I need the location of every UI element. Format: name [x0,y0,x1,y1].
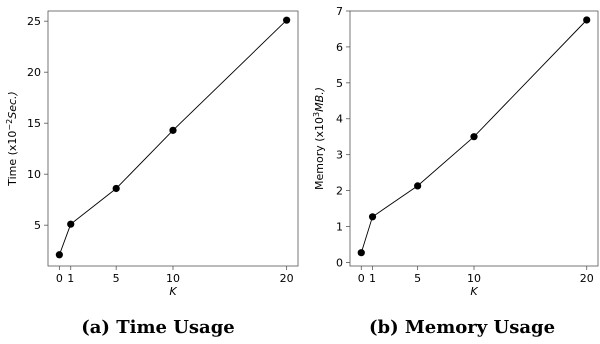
time-usage-caption: (a) Time Usage [81,317,235,338]
memory-data-point [368,213,377,221]
time-y-axis-label: Time (x10−2Sec.) [5,91,19,187]
memory-data-point [470,133,478,141]
memory-y-tick-label: 3 [336,149,343,162]
memory-x-tick-label: 10 [467,272,481,285]
memory-data-point [414,182,422,190]
memory-x-tick-label: 0 [358,272,365,285]
memory-data-point [357,249,365,257]
memory-y-axis-label-text: Memory [313,142,326,190]
time-y-axis-unit-exponent: −2 [5,119,14,131]
memory-x-tick-label: 20 [580,272,594,285]
time-plot-frame [47,10,299,267]
time-x-tick-label: 10 [166,272,180,285]
memory-x-tick-label: 5 [414,272,421,285]
time-y-axis-label-text: Time [6,155,19,186]
memory-y-tick-label: 2 [336,185,343,198]
time-data-point [55,251,63,259]
time-x-tick-label: 0 [56,272,63,285]
memory-y-axis-unit-prefix: (x10 [313,117,326,142]
time-data-point [169,126,177,134]
time-x-tick-label: 1 [67,272,74,285]
memory-y-tick-label: 7 [336,5,343,18]
memory-y-tick-label: 0 [336,256,343,269]
time-y-axis-unit-prefix: (x10 [6,131,19,156]
memory-y-axis-label: Memory (x103MB.) [312,87,326,190]
memory-y-tick-label: 4 [336,113,343,126]
memory-y-tick-label: 6 [336,41,343,54]
time-data-point [283,16,291,24]
memory-y-tick-label: 1 [336,220,343,233]
time-y-tick-label: 25 [27,15,41,28]
memory-y-ticks: 0 1 2 3 4 5 6 7 [336,5,350,269]
time-x-tick-label: 5 [113,272,120,285]
time-y-ticks: 5 10 15 20 25 [27,15,48,232]
memory-usage-caption: (b) Memory Usage [369,317,555,338]
time-y-tick-label: 20 [27,66,41,79]
memory-x-axis-label: K [470,285,478,298]
time-data-point [112,184,120,193]
time-y-tick-label: 10 [27,168,41,181]
time-data-point [67,220,75,228]
memory-y-tick-label: 5 [336,77,343,90]
time-y-tick-label: 5 [34,219,41,232]
memory-y-axis-unit-suffix: MB.) [313,87,326,112]
memory-x-ticks: 0 1 5 10 20 [358,266,594,285]
memory-series-points [357,16,591,257]
time-y-axis-unit-suffix: Sec.) [6,91,19,119]
time-x-axis-label: K [169,285,177,298]
time-y-tick-label: 15 [27,117,41,130]
time-x-ticks: 0 1 5 10 20 [56,266,294,285]
time-x-tick-label: 20 [280,272,294,285]
memory-data-point [583,16,591,24]
memory-x-tick-label: 1 [369,272,376,285]
memory-y-axis-unit-exponent: 3 [312,112,321,117]
time-series-points [55,16,291,259]
time-series-line [58,19,287,255]
